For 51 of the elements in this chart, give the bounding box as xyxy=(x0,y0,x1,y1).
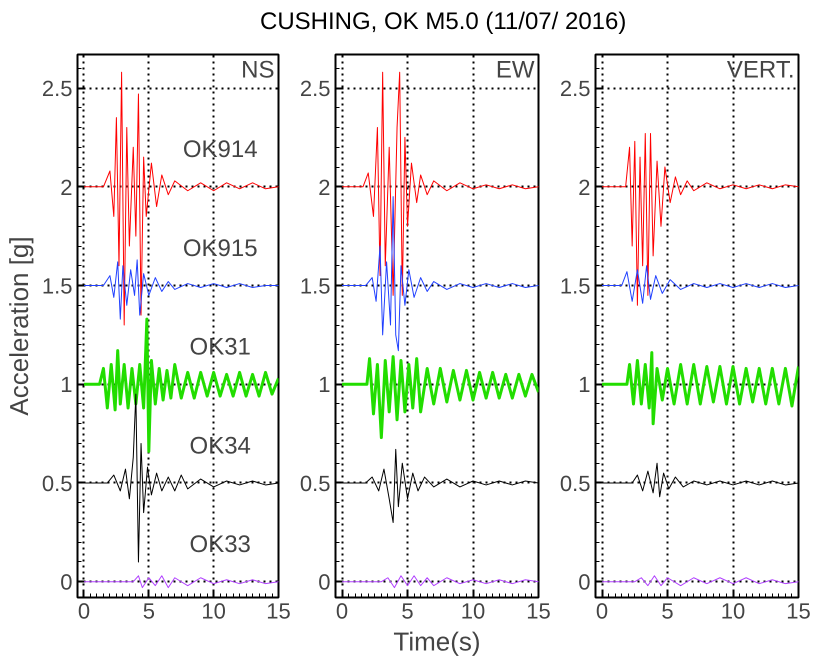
series-label: OK915 xyxy=(182,234,258,262)
x-tick-label: 0 xyxy=(596,598,608,624)
y-tick-label: 0 xyxy=(318,570,331,595)
y-tick-label: 1.5 xyxy=(300,274,331,299)
line-series xyxy=(83,259,278,320)
y-tick-label: 2 xyxy=(578,174,591,200)
y-tick-label: 2 xyxy=(60,174,73,200)
chart-title: NS xyxy=(241,56,275,84)
y-tick-label: 1 xyxy=(60,372,73,398)
x-tick-label: 15 xyxy=(786,598,811,624)
series-label: OK31 xyxy=(190,334,251,361)
x-axis-title: Time(s) xyxy=(393,626,481,656)
y-tick-label: 0 xyxy=(578,570,591,595)
x-tick-label: 5 xyxy=(142,598,155,624)
y-tick-label: 1 xyxy=(578,372,591,398)
y-tick-label: 2.5 xyxy=(560,76,591,102)
line-series xyxy=(340,355,538,440)
x-tick-label: 15 xyxy=(266,598,291,624)
y-tick-label: 0 xyxy=(60,570,73,595)
y-tick-label: 2.5 xyxy=(300,76,331,102)
series-label: OK33 xyxy=(190,531,251,558)
line-series xyxy=(602,575,798,586)
y-tick-label: 0.5 xyxy=(300,470,331,496)
x-tick-label: 15 xyxy=(526,598,551,624)
line-series xyxy=(600,351,798,426)
line-series xyxy=(82,318,278,453)
chart-title: VERT. xyxy=(726,56,795,84)
y-axis-title: Acceleration [g] xyxy=(4,236,34,416)
y-tick-label: 0.5 xyxy=(42,470,73,496)
line-series xyxy=(83,575,278,588)
x-tick-label: 5 xyxy=(401,598,414,624)
text: CUSHING, OK M5.0 (11/07/ 2016) xyxy=(260,7,626,37)
line-series xyxy=(602,132,798,306)
line-series xyxy=(342,196,538,352)
chart-title: EW xyxy=(496,56,535,84)
y-tick-label: 2.5 xyxy=(42,76,73,102)
x-tick-label: 10 xyxy=(460,598,486,624)
y-tick-label: 1 xyxy=(318,372,331,398)
y-tick-label: 1.5 xyxy=(560,274,591,299)
series-label: OK914 xyxy=(182,136,258,164)
y-tick-label: 2 xyxy=(318,174,331,200)
series-label: OK34 xyxy=(190,432,251,460)
y-tick-label: 1.5 xyxy=(42,274,73,299)
x-tick-label: 5 xyxy=(661,598,674,624)
x-tick-label: 0 xyxy=(336,598,348,624)
line-series xyxy=(602,265,798,304)
line-series xyxy=(342,575,538,588)
x-tick-label: 0 xyxy=(78,598,90,624)
y-tick-label: 0.5 xyxy=(560,470,591,496)
x-tick-label: 10 xyxy=(720,598,746,624)
x-tick-label: 10 xyxy=(201,598,226,624)
